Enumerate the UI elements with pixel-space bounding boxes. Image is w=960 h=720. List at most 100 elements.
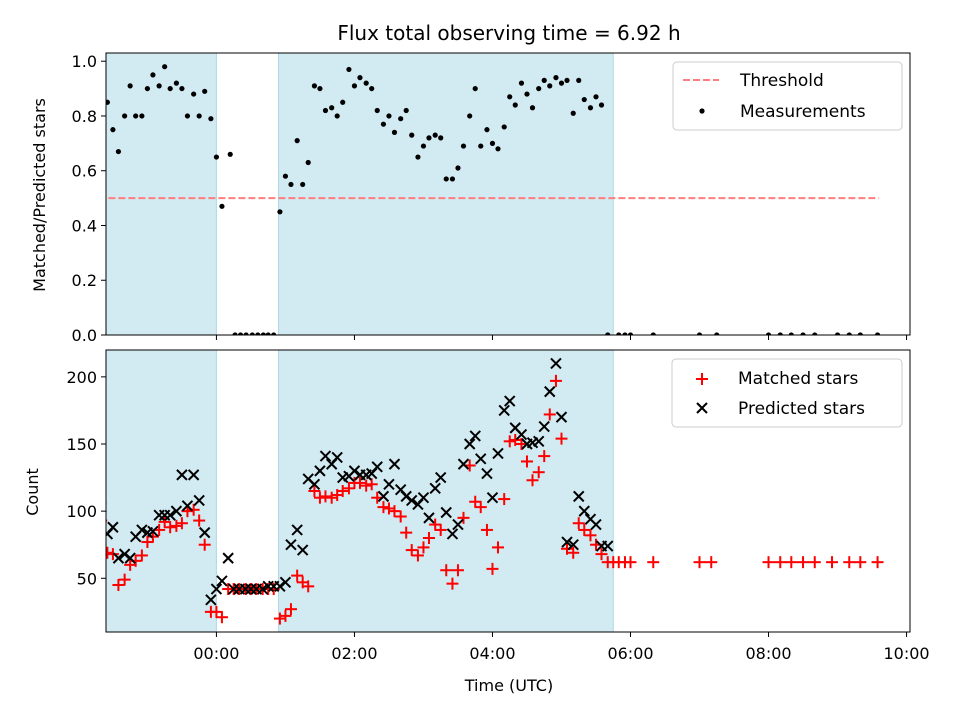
measurements-point-84 bbox=[558, 80, 565, 86]
measurements-point-82 bbox=[547, 83, 553, 89]
predicted-stars-point-17-b bbox=[170, 505, 183, 517]
predicted-stars-point-92 bbox=[602, 540, 614, 552]
predicted-stars-point-62 bbox=[429, 482, 441, 495]
y-tick-label-3: 0.6 bbox=[72, 162, 97, 181]
measurements-point-30 bbox=[249, 332, 255, 335]
measurements-point-87 bbox=[576, 77, 582, 83]
matched-stars-point-83 bbox=[549, 374, 562, 387]
bottom-axes: 50 100 150 200 00:00 02:00 04:00 06:00 08:00 10:0… bbox=[66, 349, 930, 663]
chart-title: Flux total observing time = 6.92 h bbox=[337, 21, 680, 45]
matched-stars-point-58 bbox=[405, 544, 418, 557]
predicted-stars-point-39-b bbox=[296, 544, 309, 556]
measurements-point-52 bbox=[374, 107, 380, 114]
matched-stars-point-25 bbox=[215, 611, 228, 624]
top-legend: Threshold Measurements bbox=[672, 61, 903, 131]
predicted-stars-point-23-b bbox=[205, 594, 217, 606]
legend-predicted-label: Predicted stars bbox=[738, 399, 865, 419]
predicted-stars-point-85 bbox=[561, 536, 573, 548]
matched-stars-point-107 bbox=[854, 556, 867, 569]
predicted-stars-point-26-b bbox=[222, 552, 234, 564]
measurements-point-17 bbox=[173, 80, 179, 86]
predicted-stars-point-22-b bbox=[198, 526, 211, 539]
measurements-point-42 bbox=[317, 85, 323, 92]
predicted-stars-point-36-b bbox=[279, 576, 292, 589]
top-y-axis-label: Matched/Predicted stars bbox=[30, 98, 49, 292]
predicted-stars-point-48-b bbox=[348, 465, 361, 477]
matched-stars-point-84 bbox=[555, 432, 568, 445]
measurements-point-10 bbox=[133, 113, 139, 119]
predicted-stars-point-52 bbox=[371, 461, 383, 473]
measurements-point-29 bbox=[243, 332, 249, 335]
predicted-stars-point-81 bbox=[538, 420, 550, 433]
x-tick-label-4: 06:00 bbox=[607, 644, 653, 663]
measurements-point-85 bbox=[564, 77, 570, 83]
measurements-point-43 bbox=[322, 107, 329, 114]
predicted-stars-point-52-b bbox=[371, 461, 383, 473]
axes-frame bbox=[105, 52, 911, 336]
matched-stars-point-73 bbox=[491, 541, 504, 554]
matched-stars-point-46 bbox=[336, 485, 349, 497]
measurements-point-55 bbox=[391, 129, 398, 135]
predicted-stars-point-35-b bbox=[274, 580, 286, 593]
x-tick-label-6: 10:00 bbox=[883, 644, 929, 663]
predicted-stars-point-80 bbox=[533, 435, 545, 448]
measurements-point-68 bbox=[467, 113, 473, 119]
measurements-point-69 bbox=[472, 85, 478, 92]
predicted-stars-point-86-b bbox=[567, 539, 579, 551]
predicted-stars-point-74 bbox=[498, 404, 510, 417]
predicted-stars-point-43-b bbox=[319, 450, 332, 462]
x-tick-label-5: 08:00 bbox=[745, 644, 791, 663]
matched-stars-point-85 bbox=[561, 542, 574, 555]
predicted-stars-point-60-b bbox=[417, 492, 430, 504]
measurements-point-74 bbox=[501, 124, 507, 130]
predicted-stars-point-32 bbox=[256, 583, 269, 595]
predicted-stars-point-26 bbox=[222, 552, 234, 564]
predicted-stars-point-41 bbox=[308, 478, 321, 490]
predicted-stars-point-56-b bbox=[394, 483, 407, 496]
measurements-point-54 bbox=[386, 113, 392, 119]
matched-stars-point-44 bbox=[325, 491, 338, 504]
measurements-point-75 bbox=[507, 94, 513, 100]
measurements-point-93 bbox=[616, 332, 622, 335]
predicted-stars-point-71 bbox=[481, 467, 493, 480]
matched-stars-point-103 bbox=[797, 556, 810, 569]
legend-matched-label: Matched stars bbox=[738, 369, 858, 389]
matched-stars-point-12 bbox=[141, 536, 154, 549]
measurements-point-89 bbox=[587, 105, 594, 111]
measurements-point-76 bbox=[512, 102, 518, 108]
predicted-stars-point-77 bbox=[515, 428, 528, 441]
predicted-stars-point-82 bbox=[544, 385, 556, 398]
predicted-stars-point-80-b bbox=[533, 435, 545, 448]
matched-stars-point-15 bbox=[158, 515, 171, 528]
predicted-stars-point-2-a bbox=[85, 526, 95, 536]
measurements-point-47 bbox=[346, 66, 352, 73]
matched-stars-point-38 bbox=[291, 569, 304, 582]
matched-stars-point-59 bbox=[411, 549, 424, 562]
predicted-stars-point-55-b bbox=[388, 458, 401, 470]
measurements-point-41 bbox=[311, 83, 318, 89]
matched-stars-point-97 bbox=[647, 556, 660, 569]
y-tick-label-3: 200 bbox=[66, 368, 97, 387]
matched-stars-point-108 bbox=[871, 556, 884, 569]
predicted-stars-point-88 bbox=[578, 505, 590, 517]
predicted-stars-point-24-b bbox=[210, 583, 223, 595]
legend-matched-swatch bbox=[696, 373, 708, 385]
measurements-point-105 bbox=[846, 332, 852, 335]
predicted-stars-point-75-b bbox=[504, 395, 516, 407]
shaded-interval-1 bbox=[278, 53, 614, 335]
predicted-stars-point-41-b bbox=[308, 478, 321, 490]
predicted-stars-point-75 bbox=[504, 395, 516, 407]
measurements-point-72 bbox=[489, 140, 496, 146]
measurements-point-106 bbox=[857, 332, 863, 335]
measurements-point-20 bbox=[191, 91, 197, 97]
predicted-stars-point-16 bbox=[164, 509, 176, 521]
measurements-point-44 bbox=[329, 105, 335, 111]
predicted-stars-point-83 bbox=[550, 357, 562, 370]
measurements-point-49 bbox=[357, 75, 363, 81]
top-legend-frame bbox=[672, 61, 903, 131]
matched-stars-point-96 bbox=[624, 556, 637, 569]
predicted-stars-point-73-b bbox=[492, 447, 504, 460]
predicted-stars-point-57 bbox=[400, 490, 412, 503]
matched-stars-point-88 bbox=[578, 523, 591, 536]
matched-stars-point-86 bbox=[567, 546, 580, 559]
